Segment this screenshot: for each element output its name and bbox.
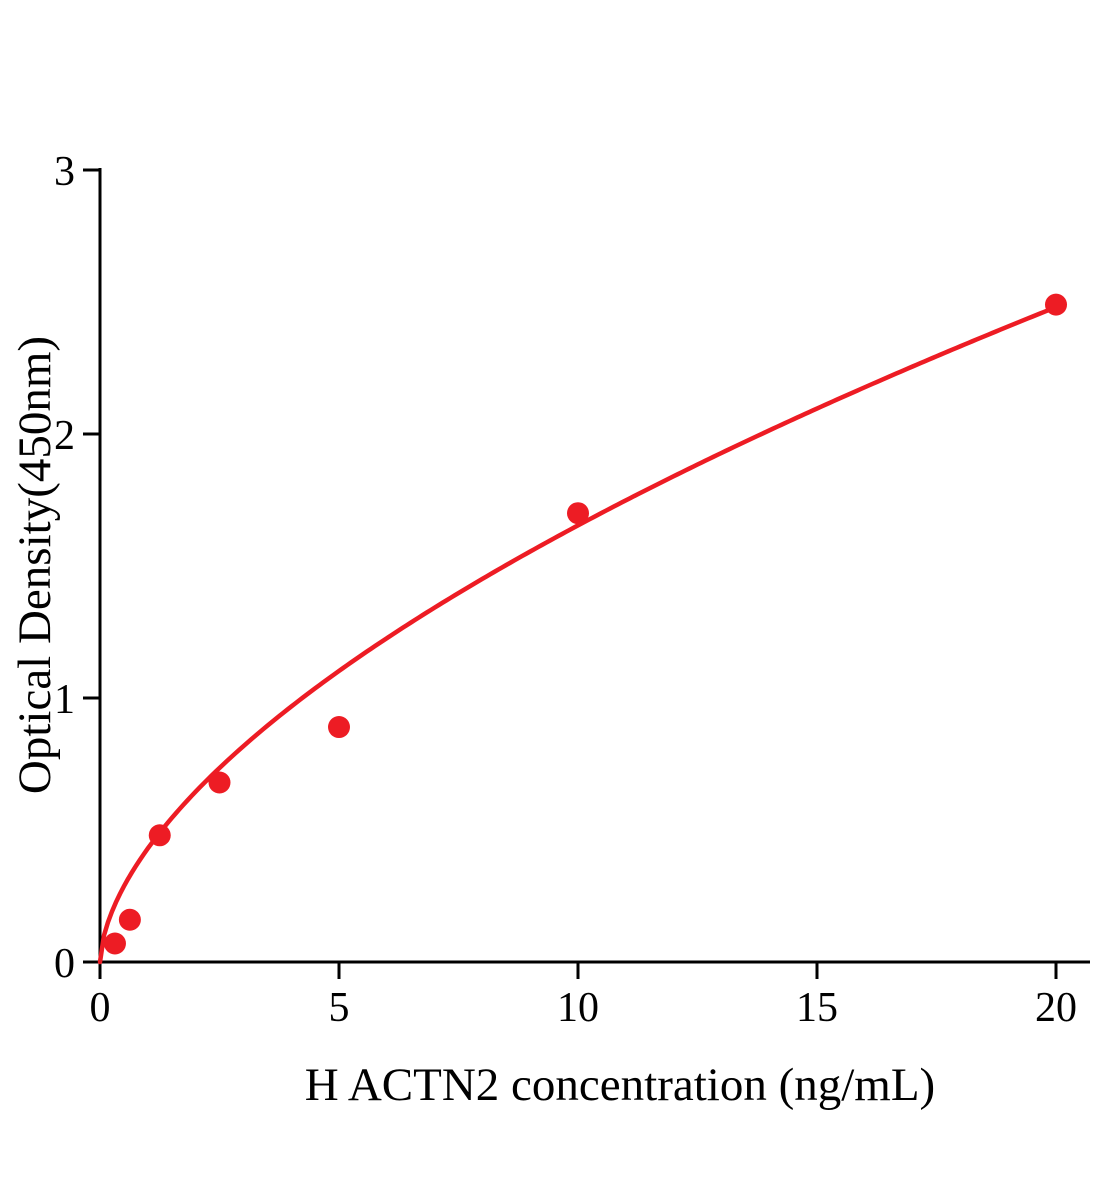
y-axis-title: Optical Density(450nm) <box>9 335 61 795</box>
x-tick-label: 10 <box>557 985 599 1031</box>
y-tick-label: 3 <box>54 149 75 195</box>
data-point <box>567 502 589 525</box>
x-tick-label: 0 <box>90 985 111 1031</box>
data-point <box>148 824 171 847</box>
x-tick-label: 5 <box>329 985 350 1031</box>
y-tick-label: 2 <box>54 413 75 459</box>
x-tick-label: 15 <box>796 985 838 1031</box>
data-point <box>328 716 350 739</box>
y-tick-label: 1 <box>54 677 75 723</box>
data-point <box>208 771 231 794</box>
data-point <box>103 932 126 955</box>
x-axis-title: H ACTN2 concentration (ng/mL) <box>304 1059 936 1111</box>
data-point <box>118 908 141 931</box>
y-tick-label: 0 <box>54 941 75 987</box>
x-tick-label: 20 <box>1035 985 1077 1031</box>
data-point <box>1045 293 1067 316</box>
fit-curve <box>97 304 1059 965</box>
